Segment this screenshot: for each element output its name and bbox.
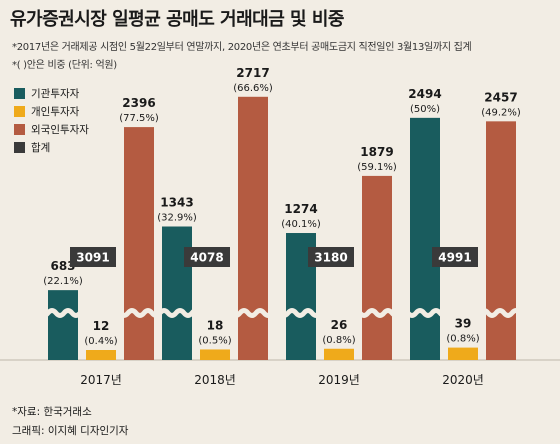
bar: [362, 175, 392, 360]
bar: [48, 290, 78, 360]
chart-note: *2017년은 거래제공 시점인 5월22일부터 연말까지, 2020년은 연초…: [12, 42, 472, 53]
legend-item-foreign: 외국인투자자: [14, 120, 89, 138]
bar-value-label: 39: [455, 317, 472, 331]
bar: [124, 127, 154, 361]
bar: [86, 350, 116, 360]
total-box: [70, 247, 116, 267]
bar-share-label: (40.1%): [281, 219, 321, 230]
legend-item-individual: 개인투자자: [14, 102, 89, 120]
legend-swatch: [14, 87, 25, 99]
legend-label: 합계: [31, 141, 51, 154]
total-value-label: 4991: [438, 251, 471, 265]
bar-share-label: (59.1%): [357, 162, 397, 173]
bar-share-label: (0.8%): [446, 334, 479, 345]
bar-value-label: 683: [50, 259, 75, 273]
bar-value-label: 2717: [236, 66, 269, 80]
bar-value-label: 12: [93, 319, 110, 333]
legend-swatch: [14, 123, 25, 135]
chart-legend: 기관투자자 개인투자자 외국인투자자 합계: [14, 84, 89, 156]
total-box: [432, 247, 478, 267]
bar: [238, 96, 268, 360]
category-label: 2020년: [442, 373, 484, 387]
total-box: [184, 247, 230, 267]
total-box: [308, 247, 354, 267]
bar: [486, 121, 516, 360]
bar-share-label: (0.5%): [198, 335, 231, 346]
category-label: 2018년: [194, 373, 236, 387]
bar: [448, 347, 478, 360]
bar-value-label: 1274: [284, 202, 317, 216]
bar-value-label: 2396: [122, 96, 155, 110]
bar-value-label: 2494: [408, 87, 441, 101]
bar-value-label: 18: [207, 318, 224, 332]
bar: [324, 348, 354, 360]
legend-label: 개인투자자: [31, 105, 80, 118]
chart-title: 유가증권시장 일평균 공매도 거래대금 및 비중: [10, 9, 344, 30]
axis-break-line: [0, 308, 560, 318]
legend-item-total: 합계: [14, 138, 89, 156]
legend-label: 기관투자자: [31, 87, 80, 100]
graphic-credit: 그래픽: 이지혜 디자인기자: [12, 425, 129, 437]
total-value-label: 3180: [314, 251, 347, 265]
bar-share-label: (77.5%): [119, 113, 159, 124]
bar: [200, 349, 230, 360]
bar-value-label: 1879: [360, 145, 393, 159]
bar-share-label: (50%): [410, 104, 440, 115]
bar-value-label: 26: [331, 318, 348, 332]
total-value-label: 4078: [190, 251, 223, 265]
bar-share-label: (0.8%): [322, 335, 355, 346]
bar-share-label: (22.1%): [43, 276, 83, 287]
bar-value-label: 1343: [160, 196, 193, 210]
bar: [162, 226, 192, 360]
category-label: 2017년: [80, 373, 122, 387]
legend-swatch: [14, 141, 25, 153]
legend-item-institutional: 기관투자자: [14, 84, 89, 102]
legend-swatch: [14, 105, 25, 117]
total-value-label: 3091: [76, 251, 109, 265]
chart-note-unit: *( )안은 비중 (단위: 억원): [12, 60, 117, 71]
bar-share-label: (66.6%): [233, 83, 273, 94]
source-note: *자료: 한국거래소: [12, 406, 92, 418]
bar-share-label: (49.2%): [481, 107, 521, 118]
legend-label: 외국인투자자: [31, 123, 89, 136]
bar-share-label: (0.4%): [84, 336, 117, 347]
bar: [410, 117, 440, 360]
category-label: 2019년: [318, 373, 360, 387]
bar-share-label: (32.9%): [157, 213, 197, 224]
bar-value-label: 2457: [484, 90, 517, 104]
